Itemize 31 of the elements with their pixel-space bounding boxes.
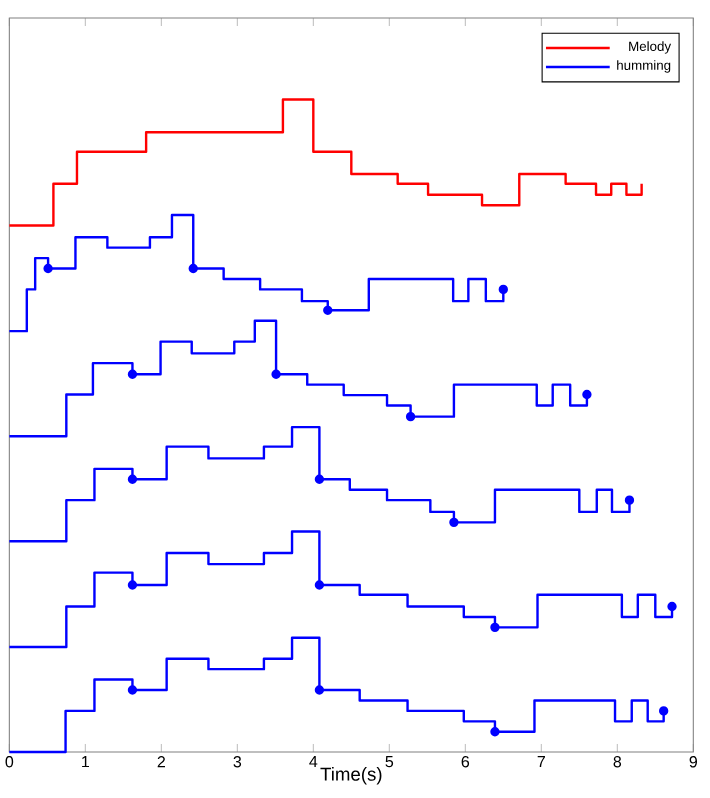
x-tick-label: 8 bbox=[613, 756, 622, 768]
x-tick-label: 7 bbox=[537, 756, 545, 768]
x-tick-label: 9 bbox=[689, 756, 698, 768]
x-tick-label: 6 bbox=[461, 756, 470, 768]
point bbox=[624, 495, 635, 505]
point bbox=[405, 411, 416, 422]
point bbox=[490, 727, 500, 737]
point bbox=[127, 474, 138, 484]
x-tick-label: 3 bbox=[233, 756, 242, 768]
x-tick-label: 4 bbox=[309, 756, 318, 768]
point bbox=[323, 305, 333, 315]
point bbox=[490, 622, 500, 633]
x-tick-label: 2 bbox=[157, 756, 165, 768]
x-axis-title: Time(s) bbox=[320, 767, 382, 785]
point bbox=[127, 369, 138, 379]
point bbox=[449, 517, 459, 527]
point bbox=[658, 706, 669, 716]
x-tick-label: 5 bbox=[385, 756, 394, 768]
point bbox=[127, 580, 138, 590]
point bbox=[582, 389, 592, 400]
x-tick-label: 1 bbox=[82, 756, 89, 768]
point bbox=[314, 685, 325, 695]
point bbox=[498, 284, 508, 295]
point bbox=[188, 263, 198, 274]
point bbox=[314, 474, 325, 484]
point bbox=[43, 263, 53, 274]
point bbox=[271, 369, 281, 379]
x-tick-label: 0 bbox=[5, 756, 14, 768]
point bbox=[667, 601, 677, 612]
point bbox=[127, 685, 138, 695]
point bbox=[314, 580, 325, 590]
